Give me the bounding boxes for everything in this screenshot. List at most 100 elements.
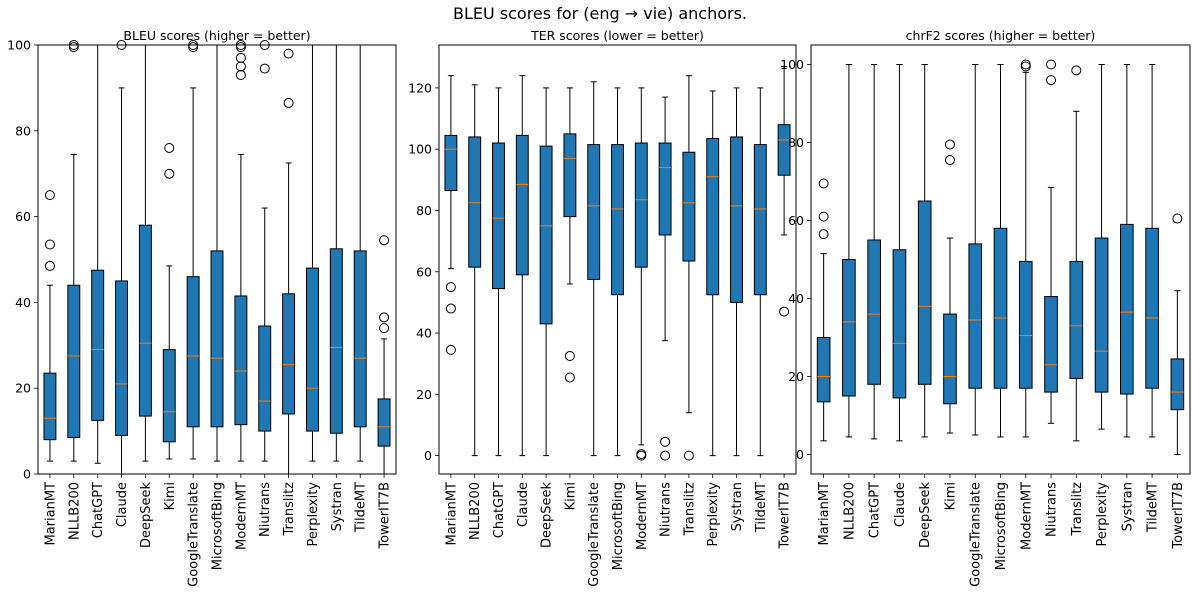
outlier-point [379,323,390,334]
y-tick-label: 40 [15,295,31,310]
y-tick-label: 0 [23,467,31,482]
outlier-point [164,168,175,179]
x-tick-label: TowerIT7B [378,482,393,550]
iqr-box [1170,358,1185,411]
x-tick-label: MicrosoftBing [211,482,226,570]
box-Perplexity [1094,64,1109,430]
outlier-point [445,282,456,293]
x-tick-label: Translitz [682,482,697,537]
box-DeepSeek [138,44,152,462]
x-tick-label: TildeMT [754,482,769,533]
outlier-point [636,449,647,460]
box-MarianMT [816,178,831,442]
x-tick-label: Kimi [563,482,578,510]
box-Translitz [282,48,296,475]
box-Translitz [1069,65,1084,442]
box-MarianMT [444,75,458,355]
x-tick-label: ChatGPT [91,482,106,538]
box-TildeMT [1145,64,1159,438]
box-ChatGPT [867,64,881,440]
outlier-point [683,450,694,461]
iqr-box [234,295,248,426]
outlier-point [564,351,575,362]
box-Kimi [563,87,577,383]
x-tick-label: Claude [516,482,531,527]
outlier-point [44,190,55,201]
x-tick-label: ChatGPT [492,482,507,538]
iqr-box [115,280,128,436]
y-tick-label: 100 [780,57,804,72]
x-tick-label: Systran [330,482,345,531]
outlier-point [944,155,955,166]
x-tick-label: TowerIT7B [778,482,793,550]
outlier-point [235,61,246,72]
outlier-point [68,42,79,53]
box-DeepSeek [917,64,932,438]
box-Systran [329,44,343,462]
iqr-box [1044,296,1058,393]
box-ChatGPT [91,44,105,464]
outlier-point [1046,75,1057,86]
y-tick-label: 100 [408,142,432,157]
x-tick-label: Systran [730,482,745,531]
y-tick-label: 80 [15,123,31,138]
panel-title: chrF2 scores (higher = better) [906,28,1096,43]
box-MicrosoftBing [993,64,1008,438]
outlier-point [44,260,55,271]
y-tick-label: 0 [424,448,432,463]
box-Perplexity [306,44,319,462]
iqr-box [186,276,200,428]
box-ModernMT [234,40,248,462]
iqr-box [258,325,272,432]
x-tick-label: Systran [1120,482,1135,531]
outlier-point [379,235,390,246]
x-tick-label: DeepSeek [540,482,555,549]
outlier-point [1020,59,1031,70]
y-tick-label: 60 [15,209,31,224]
iqr-box [658,142,672,236]
iqr-box [587,144,601,280]
iqr-box [706,137,720,296]
outlier-point [259,63,270,74]
x-tick-label: ChatGPT [868,482,883,538]
outlier-point [235,42,246,53]
x-tick-label: Claude [893,482,908,527]
iqr-box [67,284,81,439]
iqr-box [306,267,319,432]
panel-title: BLEU scores (higher = better) [123,28,310,43]
iqr-box [1018,260,1033,389]
y-tick-label: 80 [788,135,804,150]
box-Kimi [162,142,176,460]
y-tick-label: 20 [788,369,804,384]
outlier-point [1071,65,1082,76]
iqr-box [943,313,957,405]
box-Perplexity [706,90,720,457]
box-TowerIT7B [777,65,791,317]
box-MarianMT [43,190,57,462]
y-tick-label: 80 [416,203,432,218]
iqr-box [1120,223,1134,395]
chart-panel-2: TER scores (lower = better) 0 20 40 60 80 100 1… [408,28,797,587]
y-tick-label: 120 [408,80,432,95]
x-tick-label: Perplexity [306,482,321,547]
iqr-box [1094,237,1109,393]
box-TowerIT7B [377,235,391,475]
outlier-point [1172,213,1183,224]
axes-frame [37,44,397,475]
outlier-point [1020,61,1031,72]
iqr-box [1145,227,1159,389]
iqr-box [43,372,57,441]
box-MicrosoftBing [611,87,624,457]
box-GoogleTranslate [968,64,983,436]
figure-title: BLEU scores for (eng → vie) anchors. [452,4,747,23]
x-tick-label: MicrosoftBing [994,482,1009,570]
x-tick-label: Niutrans [258,482,273,537]
y-tick-label: 40 [416,326,432,341]
iqr-box [377,398,391,447]
x-tick-label: TildeMT [1146,482,1161,533]
outlier-point [379,312,390,323]
box-Claude [115,40,128,475]
outlier-point [164,142,175,153]
box-Claude [892,64,907,442]
y-tick-label: 60 [788,213,804,228]
